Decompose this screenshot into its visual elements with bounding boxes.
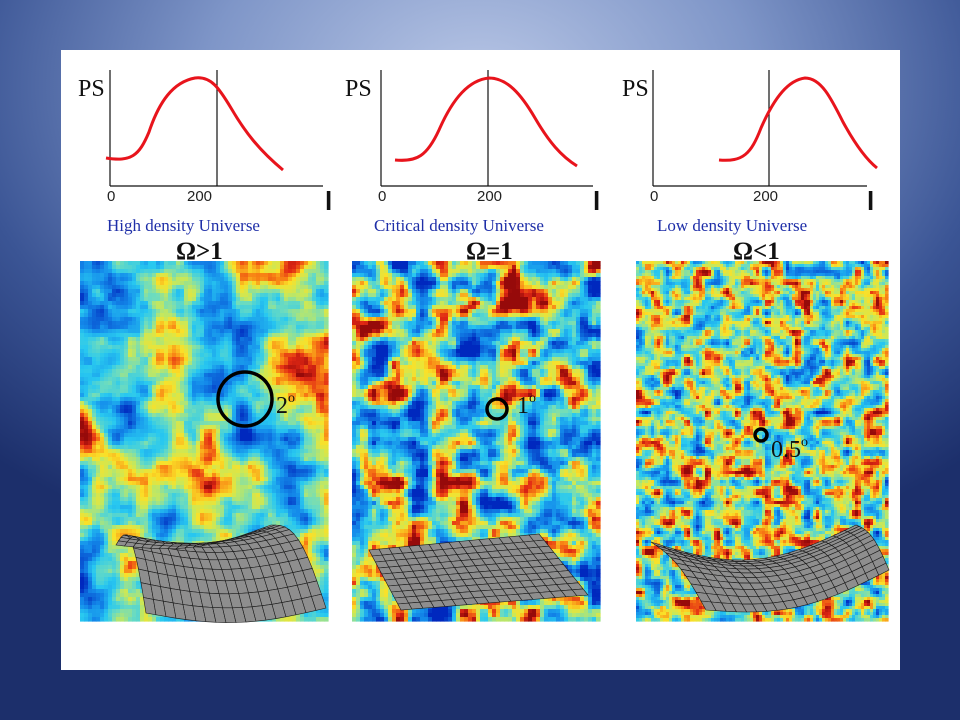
ps-label: PS [78,76,105,103]
x-tick-0: 0 [107,188,115,205]
omega-label: Ω>1 [176,238,223,266]
omega-label: Ω=1 [466,238,513,266]
ps-label: PS [345,76,372,103]
angular-scale-label: 0.5o [771,435,808,464]
angular-scale-circle [753,427,769,443]
panel-caption: High density Universe [107,216,260,236]
power-spectrum-plot-high-density [105,70,323,187]
angular-scale-circle [485,397,509,421]
slide: PS 0 200 l High density Universe Ω>1 PS … [61,50,900,670]
x-axis-label: l [325,186,332,217]
closed-geometry-surface [115,524,327,623]
x-tick-200: 200 [753,188,778,205]
power-spectrum-curve [718,76,878,170]
cmb-map-low-density [636,261,889,622]
flat-geometry-surface [368,533,589,611]
power-spectrum-plot-low-density [652,70,878,187]
angular-scale-circle [216,370,274,428]
omega-label: Ω<1 [733,238,780,266]
open-geometry-surface [650,524,890,613]
x-tick-0: 0 [650,188,658,205]
angular-scale-label: 1o [517,391,536,420]
power-spectrum-curve [394,76,578,168]
x-tick-0: 0 [378,188,386,205]
power-spectrum-plot-critical-density [380,70,593,187]
panel-caption: Low density Universe [657,216,807,236]
panel-caption: Critical density Universe [374,216,544,236]
x-axis-label: l [867,186,874,217]
x-tick-200: 200 [477,188,502,205]
x-axis-label: l [593,186,600,217]
power-spectrum-curve [105,76,284,172]
angular-scale-label: 2o [276,391,295,420]
x-tick-200: 200 [187,188,212,205]
diagram-graphics [80,70,890,623]
ps-label: PS [622,76,649,103]
